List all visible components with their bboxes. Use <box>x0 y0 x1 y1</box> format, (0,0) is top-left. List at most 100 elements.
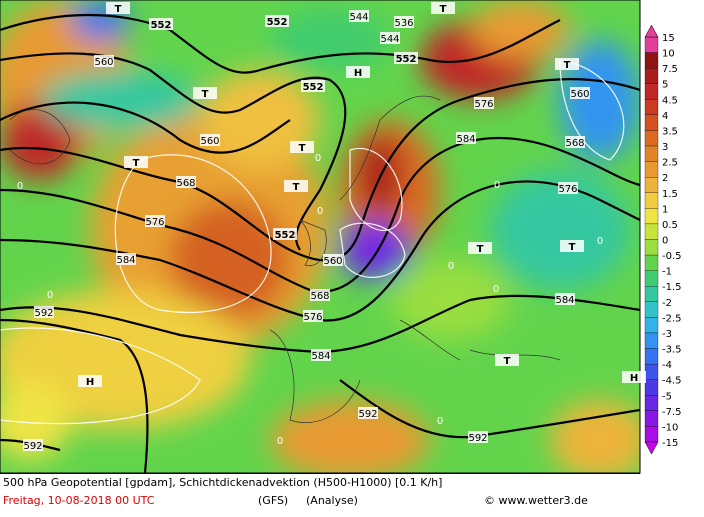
contour-label: 0 <box>315 153 321 164</box>
label-box <box>558 182 578 194</box>
legend-label: 10 <box>662 49 675 60</box>
contour-label: 0 <box>437 416 443 427</box>
contour-label: 592 <box>468 433 487 444</box>
map-field <box>0 0 640 473</box>
legend-label: 0 <box>662 236 668 247</box>
label-box <box>193 87 217 99</box>
label-box <box>565 136 585 148</box>
label-box <box>124 156 148 168</box>
legend-label: 15 <box>662 33 675 44</box>
legend-swatch <box>644 363 659 380</box>
label-box <box>176 176 196 188</box>
contour-label: 576 <box>558 184 577 195</box>
legend-label: 2 <box>662 173 668 184</box>
legend-arrow-bottom <box>644 441 659 455</box>
label-box <box>323 254 343 266</box>
legend-swatch <box>644 208 659 225</box>
contour-label: 544 <box>380 34 399 45</box>
contour-label: 560 <box>323 256 342 267</box>
legend-swatch <box>644 254 659 271</box>
legend-label: -2 <box>662 298 672 309</box>
legend-swatch <box>644 36 659 53</box>
contour-label: 0 <box>277 436 283 447</box>
contour-label: 552 <box>267 17 288 28</box>
legend-label: 0.5 <box>662 220 678 231</box>
label-box <box>200 134 220 146</box>
contour-label: 552 <box>396 54 417 65</box>
legend-swatch <box>644 145 659 162</box>
contour-label: 568 <box>565 138 584 149</box>
legend-swatch <box>644 348 659 365</box>
label-box <box>106 2 130 14</box>
label-box <box>380 32 400 44</box>
legend-label: 2.5 <box>662 158 678 169</box>
contour-label: 592 <box>34 308 53 319</box>
legend-swatch <box>644 239 659 256</box>
legend-label: 3.5 <box>662 126 678 137</box>
contour-label: 0 <box>47 290 53 301</box>
label-box <box>346 66 370 78</box>
contour-label: 576 <box>474 99 493 110</box>
footer-title: 500 hPa Geopotential [gpdam], Schichtdic… <box>3 476 442 489</box>
legend-swatch <box>644 192 659 209</box>
footer-run: (Analyse) <box>306 494 358 507</box>
contour-label: 568 <box>176 178 195 189</box>
contour-label: 560 <box>570 89 589 100</box>
contour-label: 552 <box>303 82 324 93</box>
label-box <box>94 55 114 67</box>
legend-label: -1.5 <box>662 282 682 293</box>
legend-label: -15 <box>662 438 678 449</box>
label-box <box>394 52 418 64</box>
contour-label: 560 <box>94 57 113 68</box>
legend-label: 7.5 <box>662 64 678 75</box>
contour-label: 552 <box>275 230 296 241</box>
pressure-center: T <box>293 182 300 193</box>
contour-label: 584 <box>116 255 135 266</box>
label-box <box>555 293 575 305</box>
label-box <box>555 58 579 70</box>
label-box <box>116 253 136 265</box>
legend-swatch <box>644 270 659 287</box>
legend-swatch <box>644 332 659 349</box>
contour-label: 0 <box>317 206 323 217</box>
contour-label: 584 <box>555 295 574 306</box>
pressure-center: T <box>569 242 576 253</box>
contour-label: 544 <box>349 12 368 23</box>
label-box <box>303 310 323 322</box>
pressure-center: T <box>299 143 306 154</box>
label-box <box>284 180 308 192</box>
legend-swatch <box>644 52 659 69</box>
pressure-center: T <box>440 4 447 15</box>
label-box <box>495 354 519 366</box>
label-box <box>149 18 173 30</box>
pressure-center: H <box>86 377 94 388</box>
legend-swatch <box>644 83 659 100</box>
label-box <box>560 240 584 252</box>
legend-swatch <box>644 410 659 427</box>
label-box <box>456 132 476 144</box>
contour-label: 576 <box>303 312 322 323</box>
legend-label: -4 <box>662 360 672 371</box>
legend-label: 4 <box>662 111 668 122</box>
pressure-center: T <box>564 60 571 71</box>
label-box <box>311 349 331 361</box>
contour-label: 584 <box>456 134 475 145</box>
legend-label: 1 <box>662 204 668 215</box>
pressure-center: T <box>477 244 484 255</box>
contour-label: 536 <box>394 18 413 29</box>
legend-label: 1.5 <box>662 189 678 200</box>
label-box <box>358 407 378 419</box>
legend-label: -10 <box>662 422 678 433</box>
contour-label: 592 <box>358 409 377 420</box>
label-box <box>468 242 492 254</box>
pressure-center: T <box>115 4 122 15</box>
contour-label: 568 <box>310 291 329 302</box>
contour-label: 552 <box>151 20 172 31</box>
legend-label: 3 <box>662 142 668 153</box>
advection-contours <box>0 59 625 425</box>
legend-label: -1 <box>662 267 672 278</box>
legend: 15 10 7.5 5 4.5 4 3.5 3 2.5 2 1.5 1 0.5 0 -0.5 -1 -1.5 -2… <box>644 24 682 455</box>
label-box <box>78 375 102 387</box>
